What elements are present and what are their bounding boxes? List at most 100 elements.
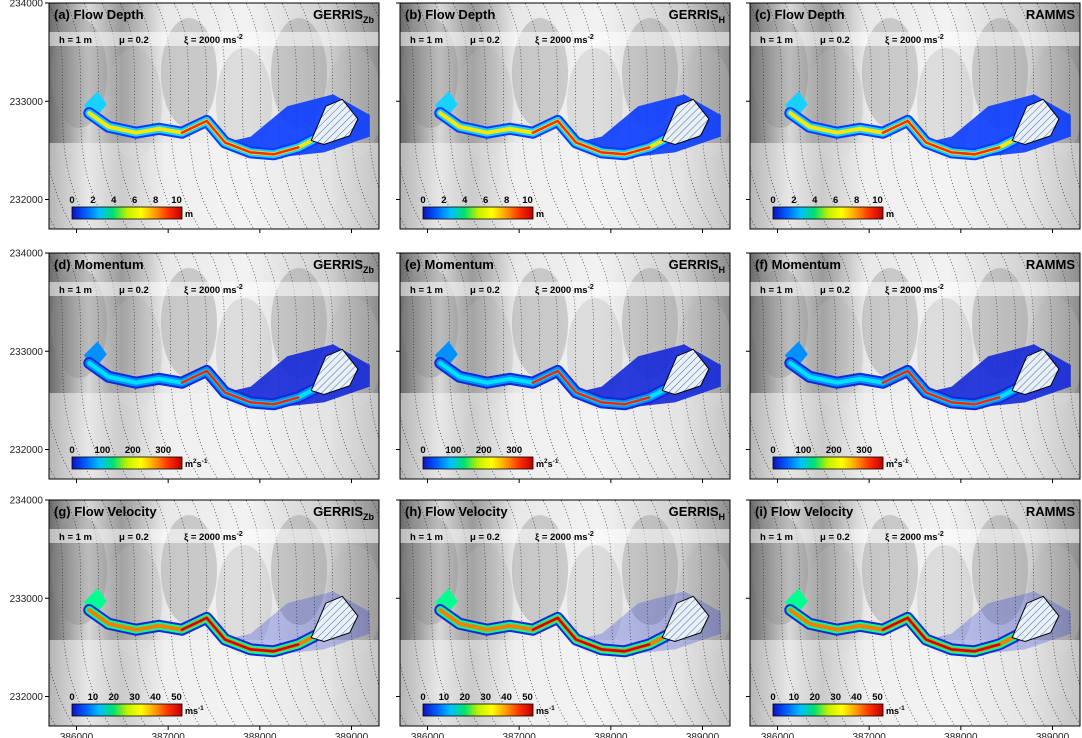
colorbar — [71, 703, 183, 717]
panel-model: GERRISZb — [313, 7, 374, 25]
panel-frame — [48, 499, 380, 727]
y-tick-label: 233000 — [10, 97, 44, 108]
colorbar-tick-label: 50 — [171, 692, 182, 703]
relief-ridge — [216, 298, 272, 408]
panel-map — [400, 500, 730, 726]
colorbar-tick-label: 100 — [795, 445, 811, 456]
param-strip — [400, 32, 730, 46]
colorbar-tick-label: 4 — [462, 195, 468, 206]
y-tick-label: 234000 — [10, 0, 44, 10]
relief-ridge — [106, 298, 162, 408]
relief-ridge — [807, 545, 863, 655]
relief-ridge — [917, 298, 973, 408]
colorbar-tick-label: 0 — [69, 195, 74, 206]
flow-footprint — [434, 341, 721, 411]
colorbar-tick-label: 200 — [826, 445, 842, 456]
panel-title: (c) Flow Depth — [755, 7, 845, 22]
panel-a: h = 1 m μ = 0.2 ξ = 2000 ms-2 (a) Flow Dept… — [10, 0, 380, 233]
y-tick-label: 233000 — [10, 347, 44, 358]
panel-frame — [749, 2, 1081, 230]
panel-e: h = 1 m μ = 0.2 ξ = 2000 ms-2 (e) Momentum G… — [396, 252, 731, 483]
panel-frame — [399, 252, 731, 480]
flow-footprint — [784, 91, 1071, 161]
param-xi: ξ = 2000 ms-2 — [535, 34, 594, 46]
panel-title: (f) Momentum — [755, 257, 841, 272]
param-h: h = 1 m — [59, 532, 92, 543]
param-strip — [750, 32, 1080, 46]
colorbar — [422, 456, 534, 470]
x-tick-label: 389000 — [686, 732, 720, 738]
colorbar-tick-label: 0 — [69, 692, 74, 703]
release-area — [310, 98, 359, 146]
relief-ridge — [106, 545, 162, 655]
relief-ridge — [216, 545, 272, 655]
param-h: h = 1 m — [760, 285, 793, 296]
y-tick-label: 232000 — [10, 195, 44, 206]
colorbar-tick-label: 50 — [872, 692, 883, 703]
x-tick-label: 386000 — [411, 732, 445, 738]
panel-frame — [749, 499, 1081, 727]
colorbar-tick-label: 10 — [789, 692, 800, 703]
relief-ridge — [917, 545, 973, 655]
relief-ridge — [457, 298, 513, 408]
param-xi: ξ = 2000 ms-2 — [184, 34, 243, 46]
param-h: h = 1 m — [410, 35, 443, 46]
panel-title: (g) Flow Velocity — [54, 504, 157, 519]
param-h: h = 1 m — [410, 285, 443, 296]
panel-frame — [399, 2, 731, 230]
colorbar-tick-label: 6 — [132, 195, 137, 206]
param-mu: μ = 0.2 — [820, 285, 850, 296]
flow-track-core — [881, 119, 1001, 156]
panel-g: h = 1 m μ = 0.2 ξ = 2000 ms-2 (g) Flow Velo… — [10, 496, 380, 738]
colorbar — [422, 206, 534, 220]
panel-title: (e) Momentum — [405, 257, 494, 272]
flow-footprint — [83, 91, 370, 161]
param-strip — [49, 32, 379, 46]
x-tick-label: 388000 — [594, 732, 628, 738]
flow-track-core — [881, 369, 1001, 406]
panel-model: GERRISH — [669, 504, 725, 522]
flow-track-core — [531, 616, 651, 653]
param-xi: ξ = 2000 ms-2 — [184, 284, 243, 296]
colorbar-tick-label: 20 — [460, 692, 471, 703]
panel-c: h = 1 m μ = 0.2 ξ = 2000 ms-2 (c) Flow Dept… — [746, 2, 1081, 233]
relief-ridge — [567, 48, 623, 158]
colorbar-unit: ms-1 — [185, 705, 204, 716]
colorbar — [71, 456, 183, 470]
colorbar-tick-label: 300 — [506, 445, 522, 456]
param-mu: μ = 0.2 — [119, 532, 149, 543]
y-tick-label: 232000 — [10, 445, 44, 456]
x-tick-label: 389000 — [1036, 732, 1070, 738]
flow-footprint — [434, 588, 721, 658]
colorbar-tick-label: 0 — [420, 692, 425, 703]
panel-model: GERRISZb — [313, 257, 374, 275]
colorbar-tick-label: 0 — [69, 445, 74, 456]
x-tick-label: 387000 — [151, 732, 185, 738]
param-h: h = 1 m — [760, 532, 793, 543]
param-xi: ξ = 2000 ms-2 — [885, 34, 944, 46]
colorbar — [772, 703, 884, 717]
param-h: h = 1 m — [410, 532, 443, 543]
colorbar-tick-label: 6 — [483, 195, 488, 206]
param-mu: μ = 0.2 — [470, 285, 500, 296]
colorbar-tick-label: 10 — [872, 195, 883, 206]
x-tick-label: 388000 — [944, 732, 978, 738]
param-h: h = 1 m — [59, 285, 92, 296]
colorbar-unit: m2s-1 — [886, 458, 909, 469]
colorbar-tick-label: 40 — [851, 692, 862, 703]
colorbar-tick-label: 30 — [129, 692, 140, 703]
x-tick-label: 387000 — [502, 732, 536, 738]
colorbar-unit: ms-1 — [536, 705, 555, 716]
panel-frame — [48, 252, 380, 480]
param-mu: μ = 0.2 — [820, 35, 850, 46]
flow-footprint — [434, 91, 721, 161]
param-strip — [49, 282, 379, 296]
relief-ridge — [457, 48, 513, 158]
flow-footprint — [83, 588, 370, 658]
flow-track-core — [180, 119, 300, 156]
flow-track-core — [881, 616, 1001, 653]
panel-frame — [399, 499, 731, 727]
x-tick-label: 388000 — [243, 732, 277, 738]
relief-ridge — [807, 298, 863, 408]
